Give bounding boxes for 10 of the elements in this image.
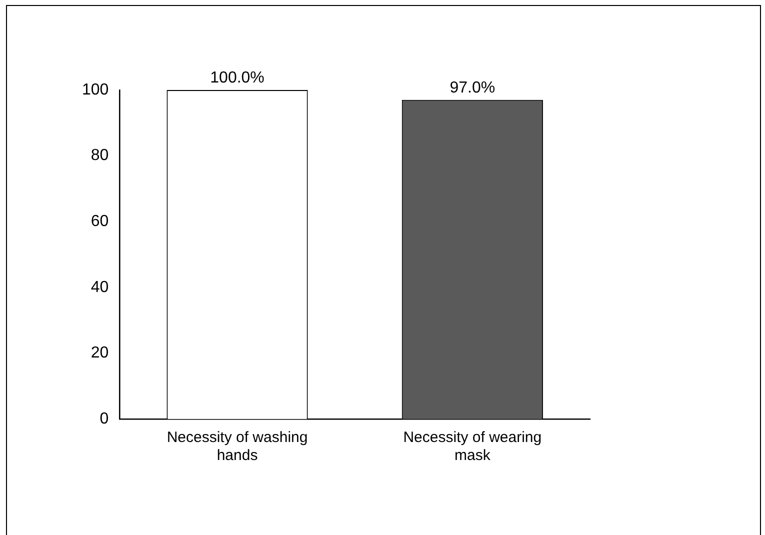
y-tick-label: 20 xyxy=(90,344,109,362)
y-tick-label: 100 xyxy=(82,81,109,98)
x-tick-label: Necessity of washing hands xyxy=(166,429,308,464)
data-label: 100.0% xyxy=(210,69,264,86)
x-tick-label: Necessity of wearing mask xyxy=(403,429,542,464)
data-label: 97.0% xyxy=(450,79,496,96)
y-tick-label: 0 xyxy=(100,410,109,428)
y-tick-label: 80 xyxy=(90,147,109,164)
y-tick-label: 60 xyxy=(90,213,109,230)
y-tick-label: 40 xyxy=(90,278,109,296)
